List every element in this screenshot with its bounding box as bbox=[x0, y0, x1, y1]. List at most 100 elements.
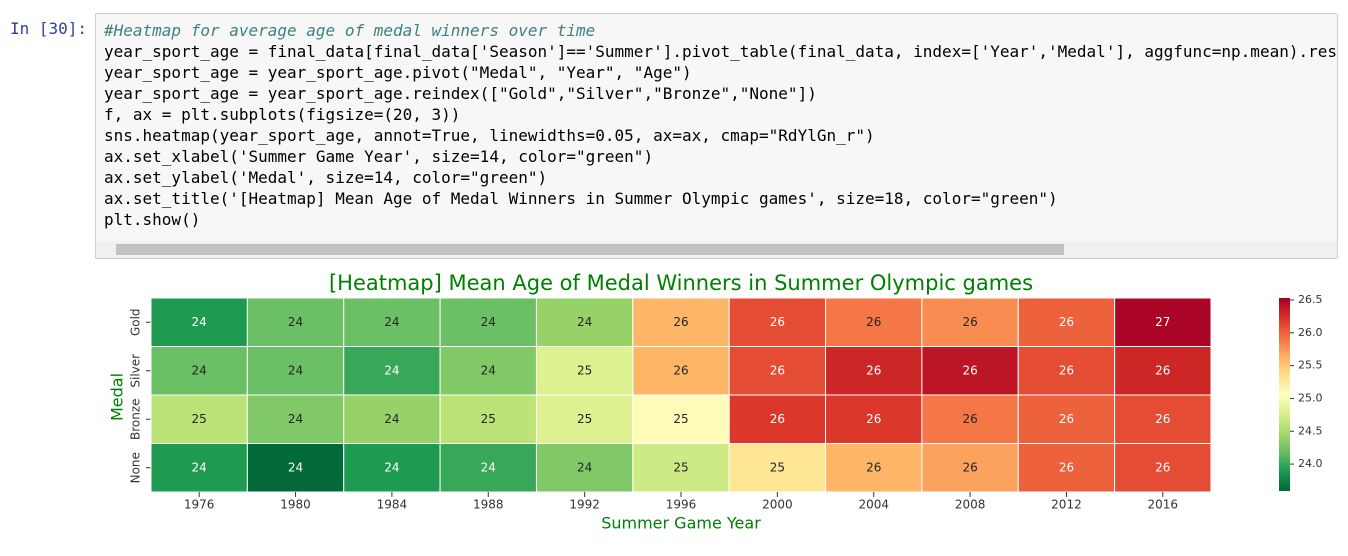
heatmap-cell bbox=[439, 346, 537, 396]
x-tick-label: 2012 bbox=[1051, 498, 1082, 512]
heatmap-cell bbox=[1114, 297, 1212, 347]
cell-label: 26 bbox=[962, 363, 977, 377]
heatmap-cell bbox=[1017, 297, 1116, 347]
cell-label: 26 bbox=[866, 412, 881, 426]
cell-label: 26 bbox=[1155, 412, 1170, 426]
cell-label: 25 bbox=[192, 412, 207, 426]
cell-label: 26 bbox=[866, 315, 881, 329]
heatmap-cell bbox=[825, 394, 923, 444]
cell-label: 24 bbox=[288, 460, 303, 474]
cell-label: 26 bbox=[673, 363, 688, 377]
cell-label: 25 bbox=[770, 460, 785, 474]
cell-label: 26 bbox=[866, 460, 881, 474]
scrollbar[interactable] bbox=[96, 241, 1337, 258]
x-tick-label: 1980 bbox=[280, 498, 311, 512]
cell-label: 26 bbox=[962, 460, 977, 474]
y-tick-label: Bronze bbox=[129, 398, 143, 440]
heatmap-cell bbox=[150, 394, 248, 444]
heatmap-cell bbox=[921, 346, 1019, 396]
code-line: ax.set_xlabel('Summer Game Year', size=1… bbox=[104, 147, 654, 166]
heatmap-cell bbox=[728, 394, 827, 444]
cell-label: 26 bbox=[770, 412, 785, 426]
code-line: sns.heatmap(year_sport_age, annot=True, … bbox=[104, 126, 875, 145]
cell-label: 26 bbox=[1155, 363, 1170, 377]
x-tick-label: 2004 bbox=[858, 498, 889, 512]
heatmap-cell bbox=[150, 346, 248, 396]
heatmap-cell bbox=[1017, 394, 1116, 444]
heatmap-cell bbox=[439, 394, 537, 444]
heatmap-cell bbox=[728, 443, 827, 493]
colorbar-tick-label: 26.5 bbox=[1298, 293, 1323, 306]
cell-label: 26 bbox=[770, 315, 785, 329]
cell-label: 26 bbox=[1059, 363, 1074, 377]
heatmap-cell bbox=[632, 346, 730, 396]
heatmap-cell bbox=[246, 297, 345, 347]
heatmap-cell bbox=[150, 443, 248, 493]
y-tick-label: Silver bbox=[129, 354, 143, 388]
colorbar-tick-label: 24.0 bbox=[1298, 457, 1323, 470]
cell-prompt: In [30]: bbox=[10, 19, 88, 38]
cell-label: 24 bbox=[384, 363, 399, 377]
colorbar-tick-label: 24.5 bbox=[1298, 424, 1323, 437]
heatmap-cell bbox=[535, 297, 634, 347]
code-line: year_sport_age = year_sport_age.pivot("M… bbox=[104, 63, 692, 82]
heatmap-cell bbox=[728, 297, 827, 347]
heatmap-cell bbox=[728, 346, 827, 396]
cell-label: 24 bbox=[481, 315, 496, 329]
heatmap-cell bbox=[632, 394, 730, 444]
heatmap-cell bbox=[825, 443, 923, 493]
heatmap-cell bbox=[632, 297, 730, 347]
cell-label: 24 bbox=[384, 315, 399, 329]
heatmap-cell bbox=[343, 443, 441, 493]
cell-label: 24 bbox=[288, 363, 303, 377]
heatmap-cell bbox=[1114, 346, 1212, 396]
y-tick-label: Gold bbox=[129, 308, 143, 336]
cell-label: 26 bbox=[962, 412, 977, 426]
heatmap-cell bbox=[343, 297, 441, 347]
code-cell[interactable]: #Heatmap for average age of medal winner… bbox=[95, 13, 1338, 259]
heatmap-cell bbox=[150, 297, 248, 347]
x-tick-label: 1988 bbox=[473, 498, 504, 512]
heatmap-cell bbox=[343, 346, 441, 396]
heatmap-cell bbox=[921, 394, 1019, 444]
heatmap-cell bbox=[343, 394, 441, 444]
cell-label: 26 bbox=[1059, 315, 1074, 329]
y-tick-label: None bbox=[129, 452, 143, 483]
cell-label: 26 bbox=[770, 363, 785, 377]
y-axis-label: Medal bbox=[108, 373, 127, 421]
heatmap-cell bbox=[1114, 443, 1212, 493]
heatmap-cell bbox=[246, 443, 345, 493]
cell-label: 25 bbox=[577, 363, 592, 377]
heatmap-cell bbox=[246, 346, 345, 396]
colorbar-tick-label: 25.0 bbox=[1298, 391, 1323, 404]
cell-label: 25 bbox=[673, 460, 688, 474]
cell-label: 25 bbox=[481, 412, 496, 426]
cell-label: 26 bbox=[673, 315, 688, 329]
cell-label: 26 bbox=[962, 315, 977, 329]
cell-label: 25 bbox=[577, 412, 592, 426]
cell-label: 24 bbox=[384, 412, 399, 426]
code-line: ax.set_title('[Heatmap] Mean Age of Meda… bbox=[104, 189, 1058, 208]
scroll-thumb[interactable] bbox=[116, 244, 1064, 255]
heatmap-cell bbox=[921, 297, 1019, 347]
x-tick-label: 1992 bbox=[569, 498, 600, 512]
x-tick-label: 1984 bbox=[377, 498, 408, 512]
cell-label: 26 bbox=[1059, 412, 1074, 426]
cell-label: 24 bbox=[192, 363, 207, 377]
heatmap-cell bbox=[246, 394, 345, 444]
x-tick-label: 2000 bbox=[762, 498, 793, 512]
heatmap-cell bbox=[1017, 443, 1116, 493]
colorbar bbox=[1279, 298, 1290, 491]
cell-label: 24 bbox=[288, 412, 303, 426]
cell-label: 26 bbox=[1155, 460, 1170, 474]
colorbar-tick-label: 25.5 bbox=[1298, 359, 1323, 372]
heatmap-cell bbox=[921, 443, 1019, 493]
code: #Heatmap for average age of medal winner… bbox=[104, 20, 1337, 230]
cell-label: 26 bbox=[866, 363, 881, 377]
code-line: #Heatmap for average age of medal winner… bbox=[104, 21, 596, 40]
x-axis-label: Summer Game Year bbox=[601, 514, 761, 533]
heatmap-cell bbox=[1017, 346, 1116, 396]
colorbar-tick-label: 26.0 bbox=[1298, 326, 1323, 339]
heatmap-cell bbox=[439, 443, 537, 493]
